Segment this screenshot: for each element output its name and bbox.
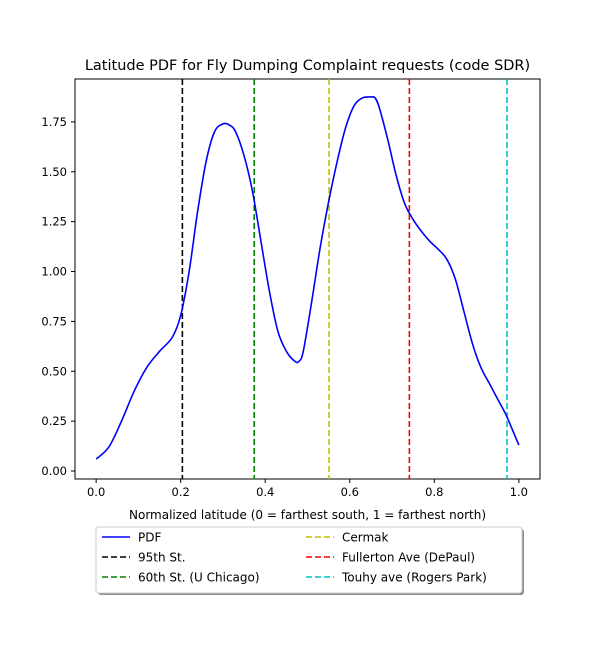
x-tick-label: 0.6: [341, 485, 359, 499]
legend-label: 95th St.: [138, 551, 186, 565]
series-line-pdf: [95, 95, 520, 460]
x-tick-label: 0.4: [256, 485, 274, 499]
legend-label: Fullerton Ave (DePaul): [342, 551, 475, 565]
y-tick-label: 0.25: [41, 414, 67, 428]
y-tick-label: 0.75: [41, 314, 67, 328]
x-tick-label: 0.2: [172, 485, 190, 499]
y-tick-label: 1.25: [41, 215, 67, 229]
chart-title: Latitude PDF for Fly Dumping Complaint r…: [85, 58, 530, 74]
legend-label: Touhy ave (Rogers Park): [341, 571, 487, 585]
y-tick-label: 1.75: [41, 115, 67, 129]
x-tick-label: 0.8: [425, 485, 443, 499]
legend-label: 60th St. (U Chicago): [138, 571, 260, 585]
y-tick-label: 0.00: [41, 464, 67, 478]
plot-frame: [74, 78, 541, 480]
legend-box: [95, 526, 523, 594]
y-tick-label: 1.50: [41, 165, 67, 179]
x-axis-label: Normalized latitude (0 = farthest south,…: [129, 508, 486, 522]
y-tick-label: 1.00: [41, 265, 67, 279]
legend-label: Cermak: [342, 531, 389, 545]
x-tick-label: 0.0: [87, 485, 105, 499]
x-tick-label: 1.0: [510, 485, 528, 499]
y-tick-label: 0.50: [41, 364, 67, 378]
legend-label: PDF: [138, 531, 161, 545]
